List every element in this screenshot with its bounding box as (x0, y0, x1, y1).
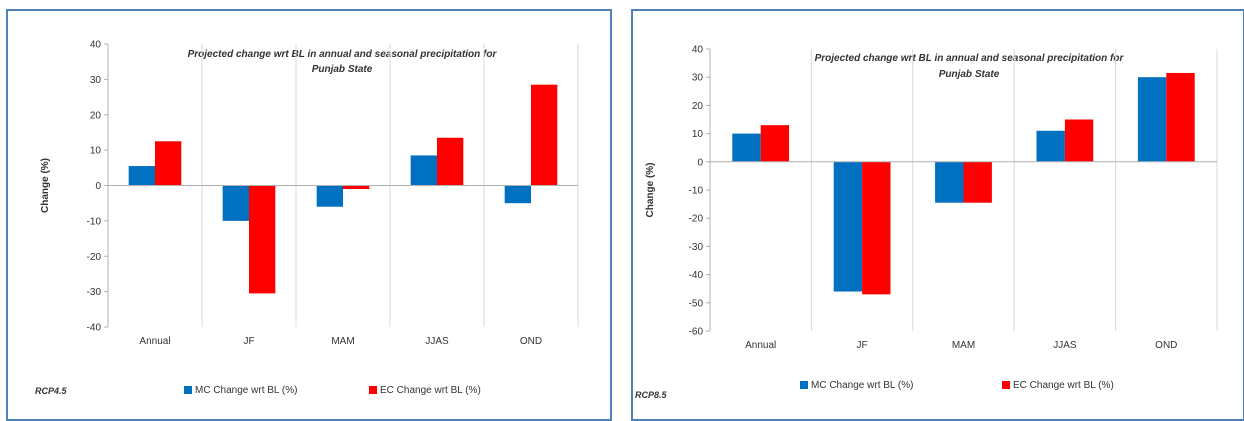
bar-ec-jf (249, 185, 276, 294)
y-tick-label: -30 (689, 242, 704, 253)
bar-mc-jf (833, 161, 863, 292)
legend-swatch-ec (369, 386, 377, 394)
bar-ec-mam (963, 161, 992, 203)
x-tick-label: JJAS (1053, 340, 1077, 351)
bar-mc-ond (1137, 77, 1167, 162)
chart-title: Projected change wrt BL in annual and se… (188, 49, 498, 60)
y-tick-label: -10 (87, 216, 102, 227)
bar-mc-mam (316, 185, 343, 207)
bar-mc-jf (222, 185, 249, 221)
bar-ec-annual (760, 125, 790, 162)
bar-mc-annual (732, 133, 761, 162)
y-tick-label: -40 (87, 323, 102, 334)
chart-panel-rcp85: Projected change wrt BL in annual and se… (631, 9, 1244, 421)
chart-rcp85: Projected change wrt BL in annual and se… (635, 45, 1218, 400)
bar-mc-mam (935, 161, 964, 203)
bar-ec-ond (531, 84, 558, 186)
y-tick-label: 40 (90, 40, 102, 51)
y-tick-label: -40 (689, 270, 704, 281)
y-tick-label: 10 (692, 129, 704, 140)
chart-title: Projected change wrt BL in annual and se… (815, 53, 1125, 64)
y-tick-label: -60 (689, 327, 704, 338)
y-tick-label: 20 (90, 110, 102, 121)
legend-swatch-mc (184, 386, 192, 394)
y-tick-label: -20 (87, 252, 102, 263)
legend-label-mc: MC Change wrt BL (%) (195, 385, 297, 396)
x-tick-label: Annual (745, 340, 776, 351)
x-tick-label: JJAS (425, 336, 449, 347)
x-tick-label: JF (857, 340, 868, 351)
x-tick-label: JF (243, 336, 254, 347)
legend-swatch-ec (1002, 381, 1010, 389)
y-axis-label: Change (%) (40, 158, 51, 213)
chart-panel-rcp45: Projected change wrt BL in annual and se… (6, 9, 612, 421)
y-tick-label: 10 (90, 146, 102, 157)
y-axis-label: Change (%) (645, 163, 656, 218)
x-tick-label: MAM (331, 336, 354, 347)
x-tick-label: Annual (139, 336, 170, 347)
y-tick-label: 0 (95, 181, 101, 192)
bar-ec-mam (343, 185, 370, 190)
legend-label-ec: EC Change wrt BL (%) (380, 385, 481, 396)
y-tick-label: -30 (87, 287, 102, 298)
bar-ec-jjas (437, 137, 464, 186)
bar-ec-jf (862, 161, 891, 295)
legend-swatch-mc (800, 381, 808, 389)
legend-label-mc: MC Change wrt BL (%) (811, 380, 913, 391)
y-tick-label: 30 (90, 75, 102, 86)
y-tick-label: 30 (692, 73, 704, 84)
y-tick-label: 40 (692, 45, 704, 56)
y-tick-label: -20 (689, 214, 704, 225)
y-tick-label: 0 (697, 157, 703, 168)
x-tick-label: OND (520, 336, 542, 347)
scenario-label: RCP4.5 (35, 386, 68, 396)
x-tick-label: MAM (952, 340, 975, 351)
y-tick-label: 20 (692, 101, 704, 112)
bar-ec-jjas (1064, 119, 1094, 162)
x-tick-label: OND (1155, 340, 1177, 351)
bar-mc-annual (128, 166, 155, 186)
bar-ec-ond (1166, 72, 1195, 162)
chart-title-line2: Punjab State (312, 64, 373, 75)
bar-ec-annual (155, 141, 182, 186)
chart-title-line2: Punjab State (939, 69, 1000, 80)
y-tick-label: -10 (689, 186, 704, 197)
bar-mc-ond (504, 185, 531, 204)
y-tick-label: -50 (689, 298, 704, 309)
bar-mc-jjas (410, 155, 437, 186)
legend-label-ec: EC Change wrt BL (%) (1013, 380, 1114, 391)
chart-rcp45: Projected change wrt BL in annual and se… (35, 40, 579, 396)
bar-mc-jjas (1036, 130, 1065, 162)
scenario-label: RCP8.5 (635, 390, 668, 400)
